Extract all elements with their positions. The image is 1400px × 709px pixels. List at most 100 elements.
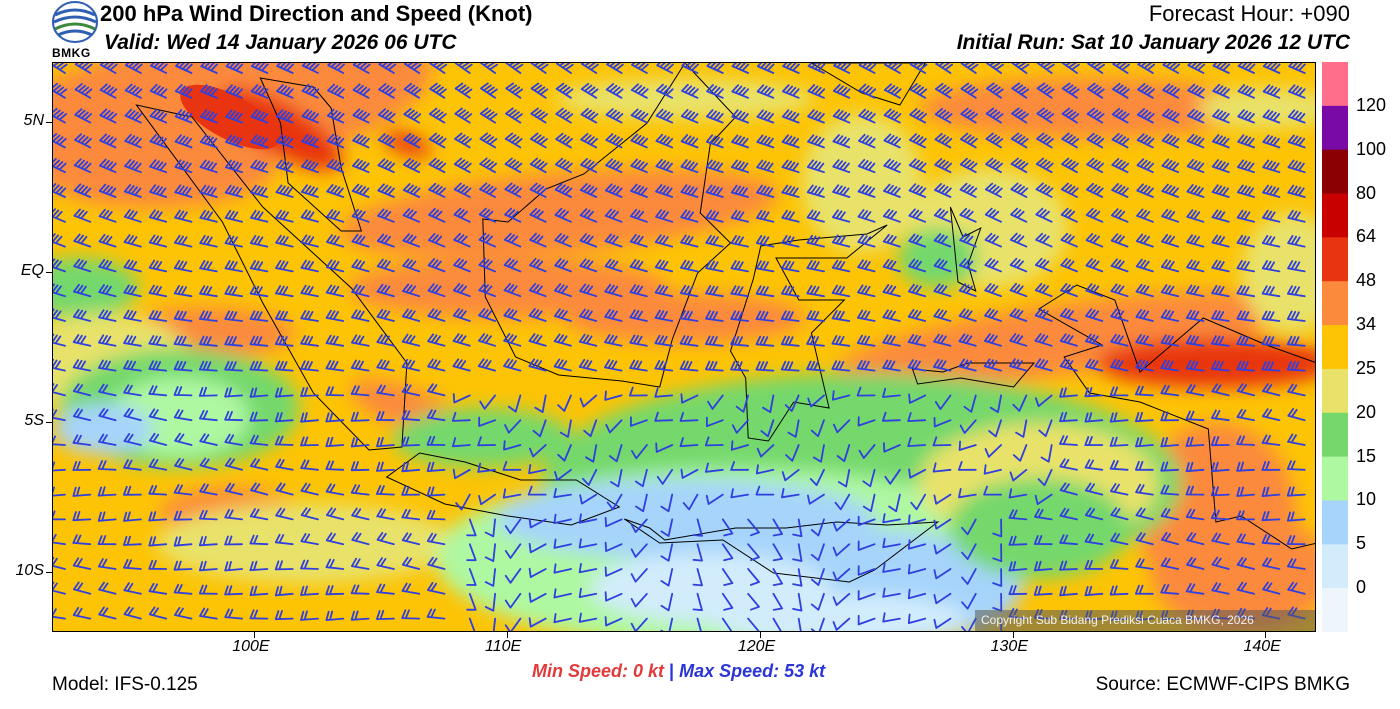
wind-barb (325, 386, 345, 397)
wind-barb (1034, 308, 1053, 322)
wind-barb (756, 184, 775, 198)
colorbar-label: 20 (1356, 401, 1377, 422)
wind-barb (706, 63, 725, 74)
wind-barb (300, 184, 319, 198)
wind-barb (148, 234, 168, 248)
wind-barb (403, 107, 422, 124)
wind-barb (882, 537, 901, 549)
wind-barb (907, 514, 927, 525)
wind-barb (772, 518, 783, 537)
wind-barb (427, 582, 446, 595)
wind-barb (1262, 581, 1281, 595)
wind-barb (1211, 582, 1230, 595)
speed-shading (392, 408, 573, 468)
wind-barb (1262, 209, 1281, 223)
wind-barb (174, 432, 193, 446)
wind-barb (401, 461, 421, 473)
wind-barb (1211, 532, 1230, 546)
wind-barb (654, 309, 674, 322)
wind-barb (583, 419, 598, 438)
wind-barb (72, 334, 92, 347)
wind-barb (174, 209, 193, 223)
wind-barb (1036, 132, 1054, 149)
wind-barb (376, 411, 395, 422)
wind-barb (1135, 334, 1154, 347)
wind-barb (907, 437, 927, 447)
wind-barb (696, 617, 702, 631)
wind-barb (478, 333, 496, 347)
wind-barb (909, 63, 928, 74)
colorbar-label: 64 (1356, 226, 1377, 247)
colorbar-segment (1322, 588, 1348, 633)
wind-barb (1186, 259, 1205, 273)
wind-barb (124, 63, 143, 74)
wind-barb (1060, 232, 1078, 248)
wind-barb (1286, 335, 1306, 347)
wind-barb (1262, 109, 1281, 124)
wind-barb (452, 437, 471, 448)
wind-barb (376, 583, 395, 595)
wind-barb (1211, 409, 1230, 422)
wind-barb (1236, 234, 1255, 248)
wind-barb (1237, 63, 1256, 74)
wind-barb (580, 133, 598, 149)
wind-barb (528, 308, 547, 322)
wind-barb (275, 507, 294, 521)
wind-barb (1136, 108, 1155, 124)
wind-barb (275, 109, 294, 124)
wind-barb (1286, 535, 1306, 546)
wind-barb (555, 107, 574, 124)
wind-barb (484, 592, 496, 612)
wind-barb (792, 592, 803, 612)
wind-barb (1109, 585, 1129, 596)
wind-barb (578, 612, 598, 623)
wind-barb (466, 543, 477, 562)
wind-barb (1059, 585, 1078, 597)
wind-barb (730, 235, 749, 248)
wind-barb (351, 557, 370, 570)
lat-tick (46, 422, 52, 423)
wind-barb (478, 308, 496, 322)
wind-barb (74, 133, 92, 149)
wind-barb (1109, 412, 1129, 423)
wind-barb (655, 83, 674, 99)
wind-barb (401, 556, 421, 570)
wind-barb (706, 416, 724, 428)
wind-barb (792, 543, 803, 562)
wind-barb (1136, 158, 1155, 174)
wind-barb (1210, 486, 1230, 497)
wind-barb (1236, 310, 1255, 322)
wind-barb (721, 592, 734, 611)
wind-barb (705, 493, 724, 505)
wind-barb (173, 510, 193, 521)
wind-barb (1084, 412, 1104, 423)
wind-barb (350, 359, 370, 372)
wind-barb (1236, 260, 1255, 273)
wind-barb (378, 63, 397, 74)
wind-barb (629, 233, 648, 248)
wind-barb (680, 184, 699, 198)
wind-barb (1085, 308, 1104, 322)
wind-barb (274, 387, 294, 398)
wind-barb (503, 257, 522, 273)
wind-barb (325, 412, 345, 423)
wind-barb (199, 310, 218, 322)
wind-barb (123, 535, 142, 546)
wind-barb (1136, 208, 1154, 223)
min-speed: Min Speed: 0 kt (532, 661, 665, 681)
wind-barb (1135, 584, 1154, 595)
wind-barb (1084, 459, 1104, 471)
wind-barb (198, 584, 218, 595)
wind-barb (1111, 133, 1130, 149)
wind-barb (787, 419, 800, 438)
wind-barb (856, 386, 876, 397)
wind-barb (1161, 108, 1180, 124)
wind-barb (327, 83, 345, 99)
wind-barb (274, 585, 294, 597)
lat-label: 10S (15, 562, 44, 579)
wind-barb (275, 209, 294, 223)
bmkg-logo (50, 0, 100, 60)
wind-barb (350, 437, 370, 448)
wind-barb (325, 309, 345, 322)
wind-barb (1160, 284, 1180, 298)
